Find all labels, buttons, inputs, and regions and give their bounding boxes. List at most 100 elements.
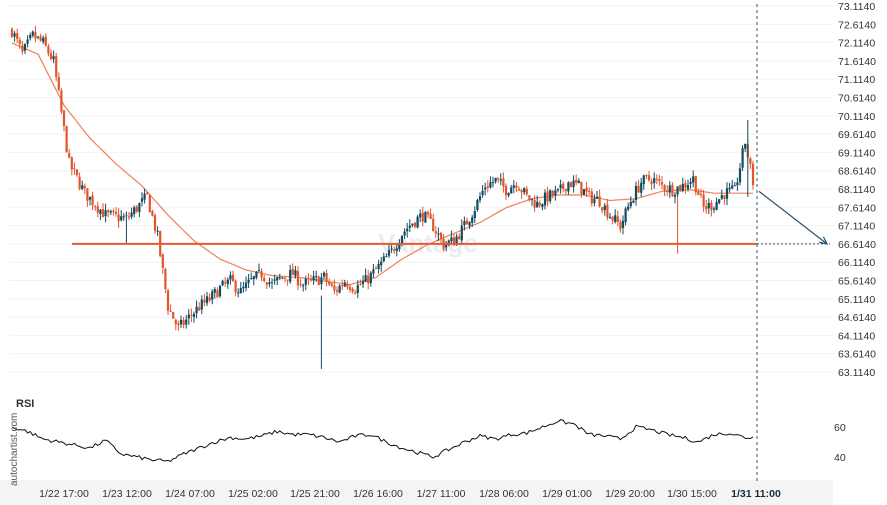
candle-body: [499, 179, 502, 181]
candle-body: [112, 210, 115, 212]
candle-body: [273, 279, 276, 281]
candle-body: [728, 187, 731, 190]
price-tick-label: 66.1140: [838, 257, 875, 269]
candle-body: [660, 182, 664, 185]
candle-body: [239, 287, 242, 294]
time-tick-label: 1/29 01:00: [542, 488, 592, 500]
candle-body: [346, 283, 349, 288]
candle-body: [101, 209, 105, 218]
candle-body: [276, 277, 279, 281]
candle-body: [608, 217, 612, 219]
candle-body: [164, 269, 167, 290]
candle-body: [47, 46, 50, 54]
candle-body: [211, 291, 214, 300]
candle-body: [294, 270, 297, 276]
candle-body: [432, 218, 435, 232]
candle-body: [645, 175, 648, 177]
candle-body: [322, 272, 326, 277]
candle-body: [694, 176, 697, 193]
candle-body: [377, 263, 380, 269]
candle-body: [312, 276, 315, 281]
candle-body: [541, 204, 544, 207]
candle-body: [268, 282, 271, 284]
candle-body: [96, 206, 99, 213]
candle-body: [174, 319, 177, 325]
candle-body: [450, 237, 453, 242]
time-tick-label: 1/26 16:00: [353, 488, 403, 500]
candle-body: [611, 216, 614, 221]
candle-body: [569, 182, 573, 188]
candle-body: [637, 185, 640, 193]
candle-body: [400, 235, 404, 244]
candle-body: [52, 56, 55, 60]
candle-body: [647, 175, 651, 181]
candle-body: [629, 201, 632, 207]
candle-body: [190, 314, 193, 316]
candle-body: [153, 215, 157, 231]
candle-body: [697, 191, 700, 196]
candle-body: [749, 158, 752, 164]
candle-body: [460, 225, 463, 241]
candle-body: [543, 192, 547, 206]
candle-body: [562, 183, 565, 189]
candle-body: [317, 276, 320, 286]
candle-body: [676, 186, 679, 195]
candle-body: [588, 190, 591, 192]
candle-body: [185, 319, 188, 325]
candle-body: [374, 267, 378, 269]
candle-body: [424, 212, 427, 223]
time-tick-label: 1/24 07:00: [165, 488, 215, 500]
candle-body: [21, 45, 24, 52]
candle-body: [13, 33, 16, 37]
candle-body: [335, 290, 339, 292]
candle-body: [252, 276, 255, 280]
candle-body: [351, 288, 354, 292]
time-tick-label: 1/29 20:00: [605, 488, 655, 500]
candle-body: [91, 195, 94, 206]
candle-body: [484, 187, 487, 190]
candles: [10, 25, 755, 369]
candle-body: [606, 204, 609, 218]
candle-body: [286, 279, 289, 281]
moving-average: [11, 42, 753, 286]
candle-body: [218, 285, 222, 297]
candle-body: [385, 256, 388, 258]
candle-body: [208, 297, 211, 301]
candle-body: [330, 283, 333, 286]
candle-body: [614, 215, 617, 222]
candle-body: [221, 280, 224, 286]
price-tick-label: 72.1140: [838, 38, 875, 50]
candle-body: [109, 211, 112, 213]
rsi-axis: 60 40: [834, 422, 846, 464]
candle-body: [598, 196, 601, 207]
candle-body: [75, 169, 79, 176]
candle-body: [663, 185, 666, 191]
candle-body: [416, 216, 419, 228]
candle-body: [715, 201, 718, 210]
price-tick-label: 66.6140: [838, 239, 876, 251]
candle-body: [419, 213, 422, 218]
rsi-line: [11, 419, 754, 462]
candle-body: [478, 196, 482, 201]
candle-body: [309, 279, 313, 281]
forecast-arrowhead: [819, 236, 829, 245]
time-tick-label: 1/25 21:00: [290, 488, 340, 500]
candle-body: [88, 196, 92, 200]
candle-body: [200, 299, 203, 310]
candle-body: [140, 198, 144, 202]
candle-body: [81, 185, 84, 189]
candle-body: [528, 195, 531, 201]
candle-body: [179, 319, 183, 325]
candle-body: [751, 163, 755, 186]
rsi-tick-label: 40: [834, 452, 846, 464]
candle-body: [395, 248, 398, 251]
candle-body: [120, 216, 123, 221]
candle-body: [567, 182, 570, 192]
candle-body: [387, 250, 391, 256]
candle-body: [536, 201, 539, 208]
candle-body: [507, 192, 510, 196]
candle-body: [18, 39, 21, 45]
candle-body: [289, 269, 292, 282]
candle-body: [705, 206, 708, 210]
